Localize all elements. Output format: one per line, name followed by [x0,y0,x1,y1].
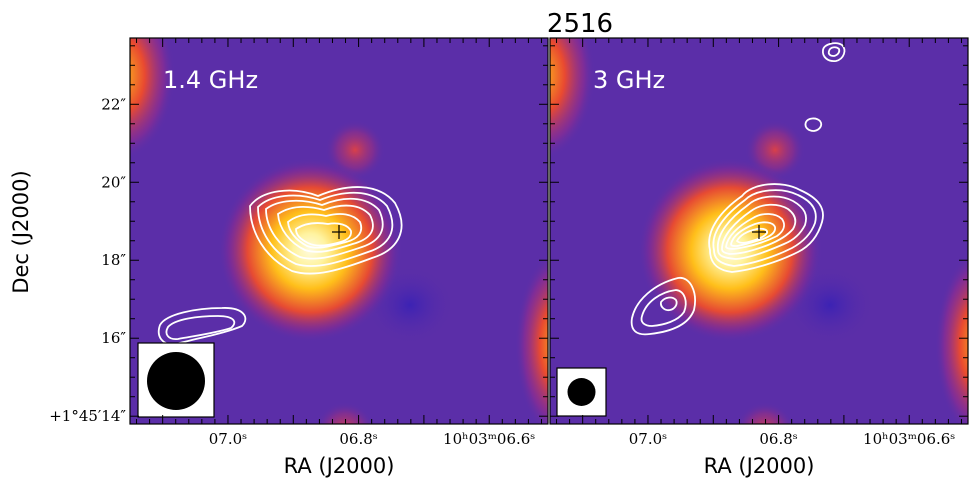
contour-level-7 [735,227,769,244]
figure-title: 2516 [547,9,613,39]
emission-blob-main [638,158,822,342]
contour-secondary-middle [640,289,687,327]
panel-frequency-label: 3 GHz [593,66,665,94]
contour-level-6 [295,222,352,247]
dec-tick-label: 20″ [101,173,126,191]
emission-spot-bottom [735,402,795,424]
source-marker [752,225,766,239]
contour-level-4 [721,203,797,255]
ra-tick-label: 10ʰ03ᵐ06.6ˢ [443,430,535,448]
contour-level-4 [277,204,374,253]
dec-tick-label: 16″ [101,329,126,347]
emission-blob-edge-right [935,253,968,424]
emission-blob-edge-topleft [130,38,175,159]
dec-tick-label: 18″ [101,251,126,269]
y-axis-label: Dec (J2000) [9,170,33,293]
ra-tick-label: 10ʰ03ᵐ06.6ˢ [863,430,955,448]
contour-level-2 [712,189,817,267]
contour-secondary-inner [165,315,236,340]
contour-level-3 [265,197,384,260]
dec-tick-label: +1°45′14″ [49,407,126,425]
axis-ticks: 07.0ˢ 06.8ˢ 10ʰ03ᵐ06.6ˢ 22″ 20″ 18″ 16″ +1°45′1… [49,38,968,448]
ra-tick-label: 07.0ˢ [209,430,247,448]
ra-tick-label: 06.8ˢ [759,430,797,448]
contours [157,186,403,346]
emission-blob-main [218,158,402,342]
panel-3ghz-frame [549,37,969,425]
contour-level-6 [730,221,776,247]
contour-isolated-small [804,117,823,132]
contour-secondary-outer [630,277,696,336]
panel-1p4ghz-frame [129,37,549,425]
emission-blob-edge-right [515,253,548,424]
contours [630,42,846,336]
emission-spot-bottom [315,402,375,424]
contour-level-5 [725,213,785,250]
contour-level-5 [287,213,363,249]
panel-3ghz: 3 GHz [549,37,969,425]
panel-1p4ghz: 1.4 GHz [129,37,549,425]
contour-level-1 [708,183,824,273]
panel-1p4ghz-image: 1.4 GHz [130,38,548,424]
ra-tick-label: 07.0ˢ [629,430,667,448]
contour-level-2 [257,191,394,267]
panel-3ghz-image: 3 GHz [550,38,968,424]
contour-level-1 [249,186,403,275]
contour-isolated-top-outer [822,42,846,63]
panel-frequency-label: 1.4 GHz [163,66,258,94]
source-marker [332,225,346,239]
beam-ellipse [567,378,596,406]
beam-ellipse [147,352,205,410]
x-axis-label-left: RA (J2000) [284,454,395,478]
x-axis-label-right: RA (J2000) [704,454,815,478]
contour-secondary-inner [659,296,678,312]
dec-tick-label: 22″ [101,95,126,113]
contour-isolated-top-inner [827,46,841,57]
emission-blob-edge-topleft [550,38,595,159]
contour-level-3 [717,195,807,260]
ra-tick-label: 06.8ˢ [339,430,377,448]
